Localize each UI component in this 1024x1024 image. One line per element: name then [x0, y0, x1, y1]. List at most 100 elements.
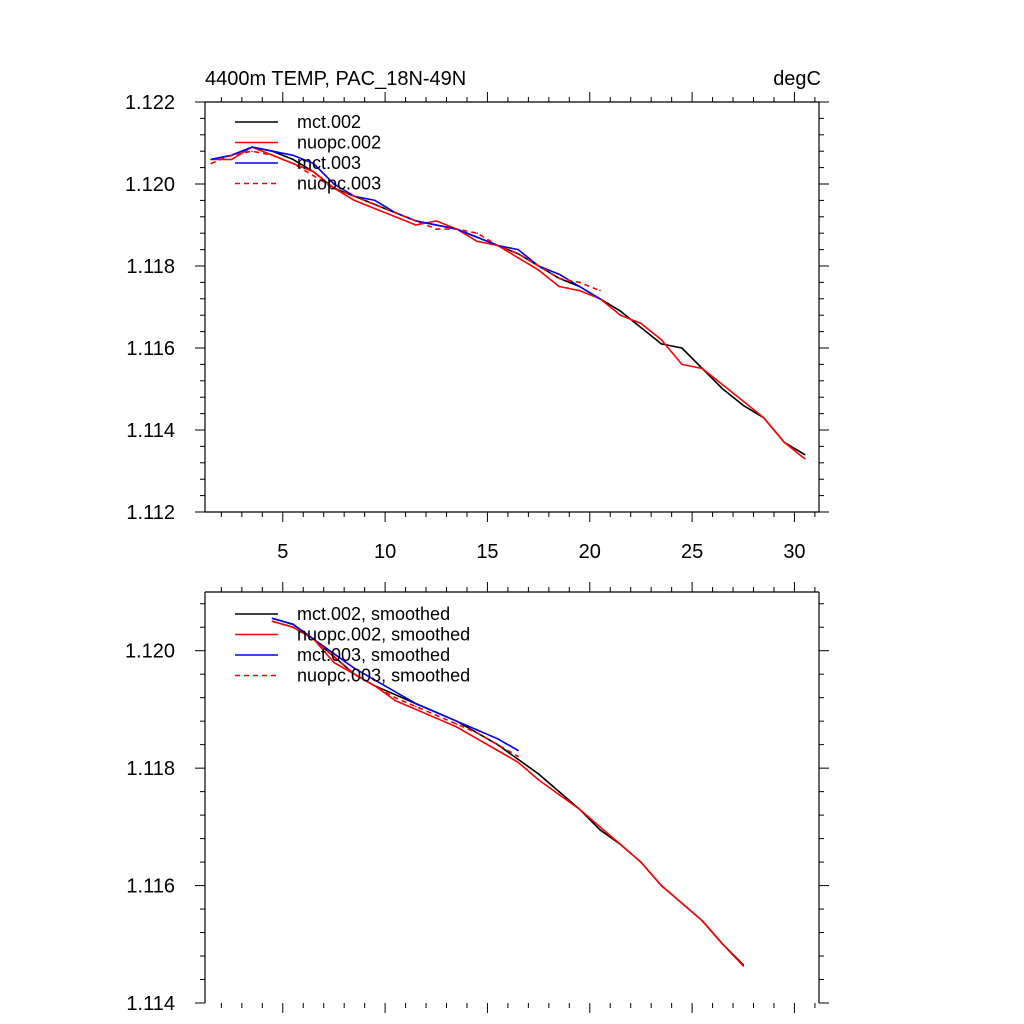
data-point	[722, 384, 724, 386]
data-point	[271, 620, 274, 623]
data-point	[210, 158, 212, 161]
data-point	[701, 920, 704, 922]
data-point	[537, 773, 540, 775]
data-point	[537, 265, 540, 267]
data-point	[599, 298, 601, 300]
data-point	[496, 743, 499, 746]
data-point	[333, 187, 335, 189]
data-point	[374, 203, 376, 206]
data-point	[578, 289, 581, 292]
y-tick-label: 1.116	[126, 338, 175, 360]
data-point	[374, 207, 376, 210]
data-point	[660, 339, 663, 341]
data-point	[640, 326, 642, 329]
data-point	[640, 861, 642, 863]
data-point	[435, 714, 438, 717]
data-point	[394, 696, 397, 699]
legend-label-0: mct.002, smoothed	[297, 604, 450, 624]
legend-label-3: nuopc.003	[297, 174, 381, 194]
data-point	[353, 199, 356, 202]
data-point	[455, 720, 458, 722]
x-tick-label: 25	[681, 541, 703, 563]
data-point	[803, 457, 806, 460]
x-tick-label: 20	[579, 541, 601, 563]
data-point	[496, 749, 499, 752]
data-point	[578, 285, 581, 288]
data-point	[558, 285, 560, 288]
data-point	[742, 400, 745, 403]
top-panel: 1.112 1.114 1.116 1.118 1.120 1.122 5 10 15 20 25 3…	[125, 68, 829, 563]
data-point	[333, 183, 335, 185]
data-point	[640, 322, 642, 325]
data-point	[783, 441, 786, 444]
series-line-3	[210, 150, 601, 292]
y-tick-label: 1.120	[125, 641, 175, 663]
x-tick-label: 10	[374, 541, 396, 563]
series-line-2	[210, 146, 601, 300]
data-point	[558, 793, 560, 796]
data-point	[517, 749, 519, 752]
data-point	[251, 146, 253, 148]
data-point	[722, 388, 724, 390]
x-tick-label: 15	[476, 541, 498, 563]
data-point	[394, 216, 397, 218]
data-point	[476, 737, 479, 740]
series-line-1	[272, 620, 744, 967]
data-point	[558, 790, 560, 793]
data-point	[292, 158, 294, 161]
data-point	[353, 673, 356, 675]
data-point	[558, 273, 560, 276]
y-tick-label: 1.112	[126, 502, 175, 524]
data-point	[455, 228, 458, 230]
data-point	[435, 711, 438, 714]
data-point	[660, 343, 663, 345]
data-point	[476, 232, 479, 234]
data-point	[415, 705, 417, 708]
data-point	[558, 277, 560, 280]
data-point	[353, 667, 356, 670]
data-point	[415, 702, 417, 705]
data-point	[271, 617, 274, 620]
data-point	[660, 884, 663, 887]
data-point	[701, 367, 704, 370]
data-point	[374, 679, 376, 681]
data-point	[578, 808, 581, 811]
legend-label-2: mct.003, smoothed	[297, 645, 450, 665]
data-point	[455, 726, 458, 728]
chart-title-right: degC	[773, 68, 821, 90]
y-tick-label: 1.120	[125, 174, 175, 196]
legend-label-1: nuopc.002	[297, 133, 381, 153]
data-point	[230, 158, 233, 161]
data-point	[394, 699, 397, 702]
data-point	[374, 685, 376, 687]
legend-label-0: mct.002	[297, 112, 361, 132]
data-point	[292, 154, 294, 157]
data-point	[517, 758, 519, 761]
data-point	[271, 154, 274, 157]
series-line-1	[211, 146, 806, 460]
data-point	[803, 453, 806, 456]
data-point	[292, 623, 294, 626]
data-point	[722, 943, 724, 946]
data-point	[517, 248, 519, 251]
data-point	[455, 723, 458, 725]
data-point	[517, 755, 519, 758]
data-point	[292, 162, 294, 165]
y-tick-label: 1.114	[126, 420, 175, 442]
data-point	[333, 661, 335, 664]
data-point	[230, 154, 233, 157]
legend-label-1: nuopc.002, smoothed	[297, 625, 470, 645]
data-point	[619, 314, 622, 317]
data-point	[599, 289, 601, 292]
data-point	[251, 150, 253, 152]
data-point	[210, 162, 212, 165]
data-point	[435, 224, 438, 226]
data-point	[517, 761, 519, 764]
data-point	[476, 236, 479, 239]
data-point	[619, 843, 622, 846]
data-point	[537, 779, 540, 781]
data-point	[415, 220, 417, 222]
y-tick-label: 1.118	[126, 758, 175, 780]
data-point	[742, 404, 745, 407]
